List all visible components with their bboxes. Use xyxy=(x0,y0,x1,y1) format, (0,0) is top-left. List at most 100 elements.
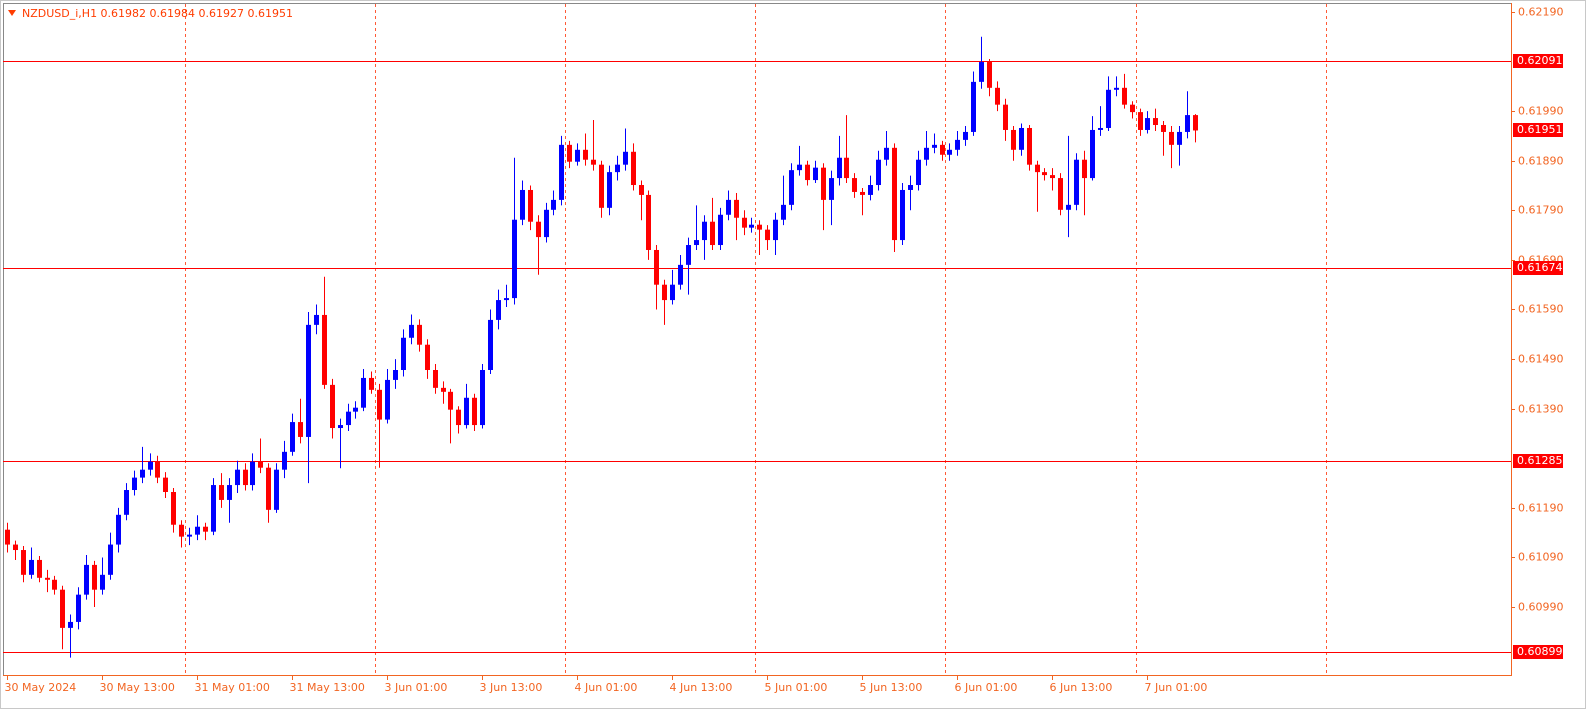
axes: 0.621900.619900.618900.617900.616900.615… xyxy=(5,6,1564,695)
candle-body xyxy=(908,185,913,190)
candle-body xyxy=(686,245,691,265)
x-tick-label: 5 Jun 01:00 xyxy=(765,681,828,694)
y-tick-label: 0.61990 xyxy=(1518,105,1564,118)
candle-body xyxy=(813,167,818,181)
candle-body xyxy=(377,389,382,420)
candle-body xyxy=(298,422,303,437)
candle-body xyxy=(258,461,263,468)
x-tick-label: 3 Jun 13:00 xyxy=(480,681,543,694)
price-label: 0.60899 xyxy=(1517,645,1563,658)
candle-body xyxy=(924,147,929,160)
candle-body xyxy=(60,589,65,628)
price-label-box xyxy=(1513,645,1563,659)
candle-body xyxy=(132,477,137,491)
x-tick-label: 31 May 13:00 xyxy=(290,681,365,694)
collapse-icon[interactable] xyxy=(8,10,16,16)
y-tick-label: 0.62190 xyxy=(1518,6,1564,19)
x-tick-label: 4 Jun 13:00 xyxy=(670,681,733,694)
candle-body xyxy=(631,151,636,186)
candle-body xyxy=(1082,159,1087,179)
candle-body xyxy=(290,422,295,452)
candle-body xyxy=(140,469,145,478)
candle-body xyxy=(702,221,707,241)
candle-body xyxy=(504,298,509,301)
candle-body xyxy=(108,544,113,575)
candle-body xyxy=(338,425,343,429)
candle-body xyxy=(314,314,319,325)
candle-body xyxy=(623,151,628,165)
candle-body xyxy=(726,199,731,215)
candle-body xyxy=(496,300,501,320)
candle-body xyxy=(1185,115,1190,132)
candle-body xyxy=(979,62,984,82)
candle-body xyxy=(868,185,873,195)
candle-body xyxy=(1003,104,1008,130)
x-tick-label: 3 Jun 01:00 xyxy=(385,681,448,694)
candle-body xyxy=(963,131,968,140)
price-label: 0.61285 xyxy=(1517,454,1563,467)
candle-body xyxy=(306,324,311,437)
candle-body xyxy=(947,149,952,155)
candle-body xyxy=(773,219,778,241)
price-label: 0.61674 xyxy=(1517,261,1563,274)
candle-body xyxy=(76,594,81,622)
candle-body xyxy=(670,284,675,301)
candle-body xyxy=(195,526,200,535)
candle-body xyxy=(425,344,430,370)
candle-body xyxy=(472,397,477,426)
y-tick-label: 0.61090 xyxy=(1518,551,1564,564)
x-tick-label: 5 Jun 13:00 xyxy=(860,681,923,694)
candle-body xyxy=(781,204,786,220)
candle-body xyxy=(1177,131,1182,145)
candle-body xyxy=(916,159,921,186)
candle-body xyxy=(37,559,42,578)
candle-body xyxy=(995,87,1000,105)
candle-body xyxy=(1035,164,1040,173)
candle-body xyxy=(274,469,279,510)
candle-body xyxy=(1074,159,1079,205)
candle-body xyxy=(734,199,739,218)
y-tick-label: 0.61490 xyxy=(1518,353,1564,366)
candle-body xyxy=(1090,129,1095,179)
x-tick-label: 4 Jun 01:00 xyxy=(575,681,638,694)
candles xyxy=(5,36,1198,658)
price-label-box xyxy=(1513,261,1563,275)
candle-body xyxy=(1027,127,1032,165)
candle-body xyxy=(1098,127,1103,130)
candle-body xyxy=(599,164,604,208)
candle-body xyxy=(567,144,572,162)
candle-body xyxy=(250,461,255,486)
candle-body xyxy=(456,409,461,426)
candle-body xyxy=(401,337,406,370)
levels xyxy=(3,61,1511,653)
candle-body xyxy=(971,81,976,132)
candle-body xyxy=(219,485,224,500)
candle-body xyxy=(528,189,533,222)
candle-body xyxy=(551,199,556,210)
candle-body xyxy=(797,164,802,171)
candle-body xyxy=(353,407,358,412)
candle-body xyxy=(433,370,438,388)
candle-body xyxy=(678,264,683,285)
price-label-box xyxy=(1513,123,1563,137)
candle-body xyxy=(1138,112,1143,130)
plot-frame xyxy=(3,3,1512,676)
candle-body xyxy=(448,391,453,410)
candle-body xyxy=(29,559,34,575)
candle-body xyxy=(179,524,184,537)
candle-body xyxy=(694,240,699,246)
candle-body xyxy=(1050,175,1055,179)
candle-body xyxy=(662,284,667,301)
y-tick-label: 0.61190 xyxy=(1518,502,1564,515)
y-tick-label: 0.61590 xyxy=(1518,303,1564,316)
candle-body xyxy=(805,164,810,181)
candle-body xyxy=(852,178,857,192)
candle-body xyxy=(1058,178,1063,210)
candle-body xyxy=(243,469,248,486)
candle-body xyxy=(1161,125,1166,132)
candle-body xyxy=(92,564,97,590)
candle-body xyxy=(1122,87,1127,105)
candle-body xyxy=(330,384,335,429)
candle-body xyxy=(615,164,620,173)
candle-body xyxy=(607,172,612,208)
